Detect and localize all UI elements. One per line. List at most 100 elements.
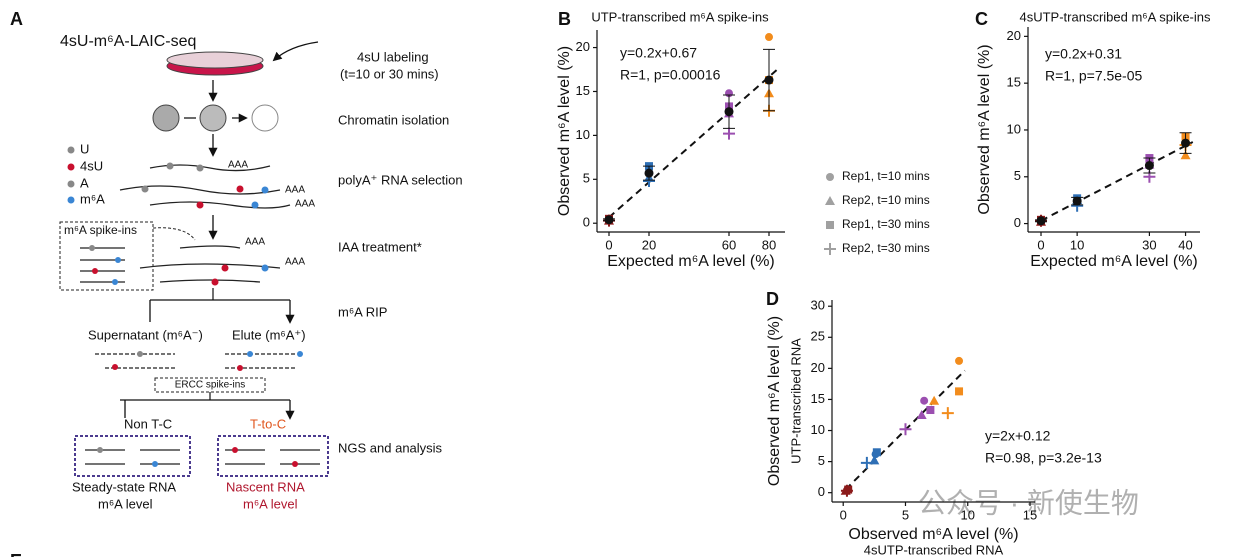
step-label: m⁶A RIP: [338, 304, 387, 319]
panel-label: A: [10, 9, 23, 29]
ercc-label: ERCC spike-ins: [175, 380, 246, 391]
y-tick-label: 10: [1007, 121, 1021, 136]
legend-label: 4sU: [80, 158, 103, 173]
legend-marker: [825, 196, 835, 205]
y-axis-label: Observed m⁶A level (%): [976, 44, 993, 214]
point: [840, 484, 853, 497]
point: [929, 395, 940, 405]
spike-box: [59, 221, 154, 291]
result-label: Nascent RNA: [226, 479, 305, 494]
step-label: Chromatin isolation: [338, 112, 449, 127]
spike-label: m⁶A spike-ins: [64, 223, 137, 237]
point: [844, 485, 853, 494]
cell: [251, 104, 279, 132]
x-tick-label: 0: [605, 237, 612, 252]
point: [941, 407, 954, 420]
x-tick-label: 0: [1037, 237, 1044, 252]
tail: AAA: [285, 257, 305, 268]
dish-lid: [166, 51, 264, 69]
fit-label: R=1, p=0.00016: [620, 67, 721, 83]
y-tick-label: 0: [583, 215, 590, 230]
legend-label: Rep2, t=10 mins: [842, 193, 930, 207]
step-label: (t=10 or 30 mins): [340, 66, 439, 81]
legend-marker: [824, 243, 836, 255]
chart-title: 4sUTP-transcribed m⁶A spike-ins: [1019, 9, 1211, 24]
panel-label: B: [558, 9, 571, 29]
fraction-label: Supernatant (m⁶A⁻): [88, 327, 203, 342]
arrow: [149, 300, 290, 322]
step-label: IAA treatment*: [338, 239, 422, 254]
rna: [80, 245, 281, 283]
result-label: m⁶A level: [98, 496, 153, 511]
point: [872, 448, 881, 457]
point: [723, 127, 735, 140]
chart-title: UTP-transcribed m⁶A spike-ins: [591, 9, 769, 24]
legend-label: A: [80, 175, 89, 190]
mean-point: [1036, 216, 1046, 226]
y-axis-label: Observed m⁶A level (%): [766, 316, 783, 486]
point: [955, 356, 964, 365]
y-tick-label: 20: [811, 360, 825, 375]
fit-label: y=0.2x+0.67: [620, 45, 697, 61]
x-axis-label: 4sUTP-transcribed RNA: [864, 542, 1004, 557]
method-title: 4sU-m⁶A-LAIC-seq: [60, 33, 196, 50]
dot: [67, 146, 75, 154]
point: [1180, 150, 1191, 160]
tail: AAA: [245, 237, 265, 248]
y-tick-label: 25: [811, 329, 825, 344]
tail: AAA: [285, 185, 305, 196]
x-tick-label: 20: [642, 237, 656, 252]
y-axis-label: UTP-transcribed RNA: [788, 338, 803, 464]
x-tick-label: 10: [1070, 237, 1084, 252]
mean-point: [1144, 161, 1154, 171]
x-axis-label: Observed m⁶A level (%): [848, 526, 1018, 543]
y-tick-label: 20: [1007, 28, 1021, 43]
point: [860, 456, 873, 469]
point: [920, 396, 929, 405]
arrow: [124, 400, 290, 418]
y-tick-label: 0: [1014, 215, 1021, 230]
tail: AAA: [228, 160, 248, 171]
mean-point: [1072, 196, 1082, 206]
tail: AAA: [295, 199, 315, 210]
y-tick-label: 20: [576, 39, 590, 54]
dot: [67, 196, 75, 204]
y-tick-label: 15: [1007, 75, 1021, 90]
branch: [150, 288, 290, 301]
y-tick-label: 15: [811, 391, 825, 406]
legend-label: Rep1, t=10 mins: [842, 169, 930, 183]
fraction-label: Elute (m⁶A⁺): [232, 327, 306, 342]
panel-label: E: [10, 551, 22, 557]
x-tick-label: 80: [762, 237, 776, 252]
result-box: [217, 435, 329, 477]
y-tick-label: 5: [583, 171, 590, 186]
cell: [199, 104, 227, 132]
result-box: [74, 435, 191, 477]
step-label: NGS and analysis: [338, 440, 443, 455]
mean-point: [604, 215, 614, 225]
legend-marker: [826, 221, 834, 229]
y-tick-label: 15: [576, 83, 590, 98]
mean-point: [644, 168, 654, 178]
fit-label: y=0.2x+0.31: [1045, 46, 1122, 62]
legend-label: Rep2, t=30 mins: [842, 241, 930, 255]
panel-label: C: [975, 9, 988, 29]
point: [899, 423, 912, 436]
rna: [95, 353, 295, 369]
dot: [67, 180, 75, 188]
point: [926, 406, 935, 415]
fit-label: R=1, p=7.5e-05: [1045, 68, 1143, 84]
fit-line: [608, 69, 778, 219]
arrow: [272, 41, 319, 62]
panel-a: A 4sU-m⁶A-LAIC-seq 4sU labeling (t=10 or…: [10, 9, 463, 557]
dot: [67, 163, 75, 171]
x-tick-label: 5: [902, 507, 909, 522]
mean-point: [724, 107, 734, 117]
x-tick-label: 10: [961, 507, 975, 522]
rna: [85, 449, 320, 465]
branch-label: Non T-C: [124, 416, 172, 431]
connector: [152, 227, 196, 241]
legend-label: U: [80, 141, 89, 156]
fit-label: y=2x+0.12: [985, 428, 1051, 444]
